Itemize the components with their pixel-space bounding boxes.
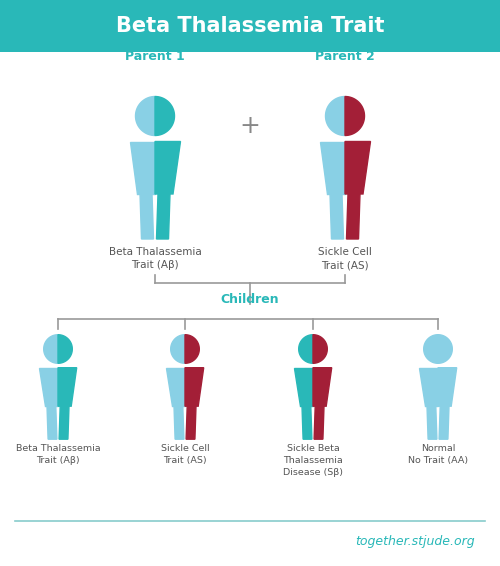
Polygon shape bbox=[44, 335, 58, 363]
Polygon shape bbox=[300, 370, 311, 396]
Polygon shape bbox=[155, 142, 180, 194]
Polygon shape bbox=[438, 368, 456, 406]
Polygon shape bbox=[130, 142, 155, 194]
Polygon shape bbox=[316, 370, 326, 396]
FancyBboxPatch shape bbox=[0, 0, 500, 52]
Polygon shape bbox=[346, 194, 360, 239]
Polygon shape bbox=[47, 406, 57, 439]
Polygon shape bbox=[58, 368, 76, 406]
Polygon shape bbox=[442, 370, 451, 396]
Polygon shape bbox=[425, 370, 436, 396]
Text: Sickle Beta
Thalassemia
Disease (Sβ): Sickle Beta Thalassemia Disease (Sβ) bbox=[283, 444, 343, 477]
Polygon shape bbox=[326, 96, 345, 135]
Polygon shape bbox=[172, 370, 183, 396]
Polygon shape bbox=[313, 335, 328, 363]
Text: Beta Thalassemia
Trait (Aβ): Beta Thalassemia Trait (Aβ) bbox=[108, 247, 202, 270]
Polygon shape bbox=[185, 368, 204, 406]
Polygon shape bbox=[350, 144, 363, 181]
Text: Sickle Cell
Trait (AS): Sickle Cell Trait (AS) bbox=[318, 247, 372, 270]
Polygon shape bbox=[170, 335, 185, 363]
Polygon shape bbox=[136, 96, 155, 135]
Polygon shape bbox=[155, 96, 174, 135]
Polygon shape bbox=[294, 368, 313, 406]
Polygon shape bbox=[166, 368, 185, 406]
Polygon shape bbox=[62, 370, 71, 396]
Polygon shape bbox=[320, 142, 345, 194]
Polygon shape bbox=[156, 194, 170, 239]
Polygon shape bbox=[313, 368, 332, 406]
Polygon shape bbox=[439, 406, 449, 439]
Polygon shape bbox=[186, 406, 196, 439]
Polygon shape bbox=[140, 194, 153, 239]
Text: Sickle Cell
Trait (AS): Sickle Cell Trait (AS) bbox=[160, 444, 210, 465]
Polygon shape bbox=[45, 370, 56, 396]
Text: Beta Thalassemia
Trait (Aβ): Beta Thalassemia Trait (Aβ) bbox=[16, 444, 100, 465]
Polygon shape bbox=[427, 406, 437, 439]
Polygon shape bbox=[330, 194, 344, 239]
Polygon shape bbox=[185, 335, 200, 363]
Polygon shape bbox=[137, 144, 152, 181]
Polygon shape bbox=[188, 370, 198, 396]
Polygon shape bbox=[58, 335, 72, 363]
Text: Normal
No Trait (AA): Normal No Trait (AA) bbox=[408, 444, 468, 465]
Text: Children: Children bbox=[220, 293, 280, 306]
Polygon shape bbox=[314, 406, 324, 439]
Polygon shape bbox=[302, 406, 312, 439]
Polygon shape bbox=[420, 368, 438, 406]
Text: Parent 1: Parent 1 bbox=[125, 49, 185, 62]
Polygon shape bbox=[59, 406, 69, 439]
Polygon shape bbox=[298, 335, 313, 363]
Polygon shape bbox=[345, 142, 370, 194]
Polygon shape bbox=[438, 335, 452, 363]
Text: Parent 2: Parent 2 bbox=[315, 49, 375, 62]
Text: +: + bbox=[240, 114, 260, 138]
Text: Beta Thalassemia Trait: Beta Thalassemia Trait bbox=[116, 16, 384, 36]
Polygon shape bbox=[174, 406, 184, 439]
Polygon shape bbox=[424, 335, 438, 363]
Polygon shape bbox=[40, 368, 58, 406]
Text: together.stjude.org: together.stjude.org bbox=[356, 534, 475, 547]
Polygon shape bbox=[345, 96, 364, 135]
Polygon shape bbox=[160, 144, 173, 181]
Polygon shape bbox=[327, 144, 342, 181]
